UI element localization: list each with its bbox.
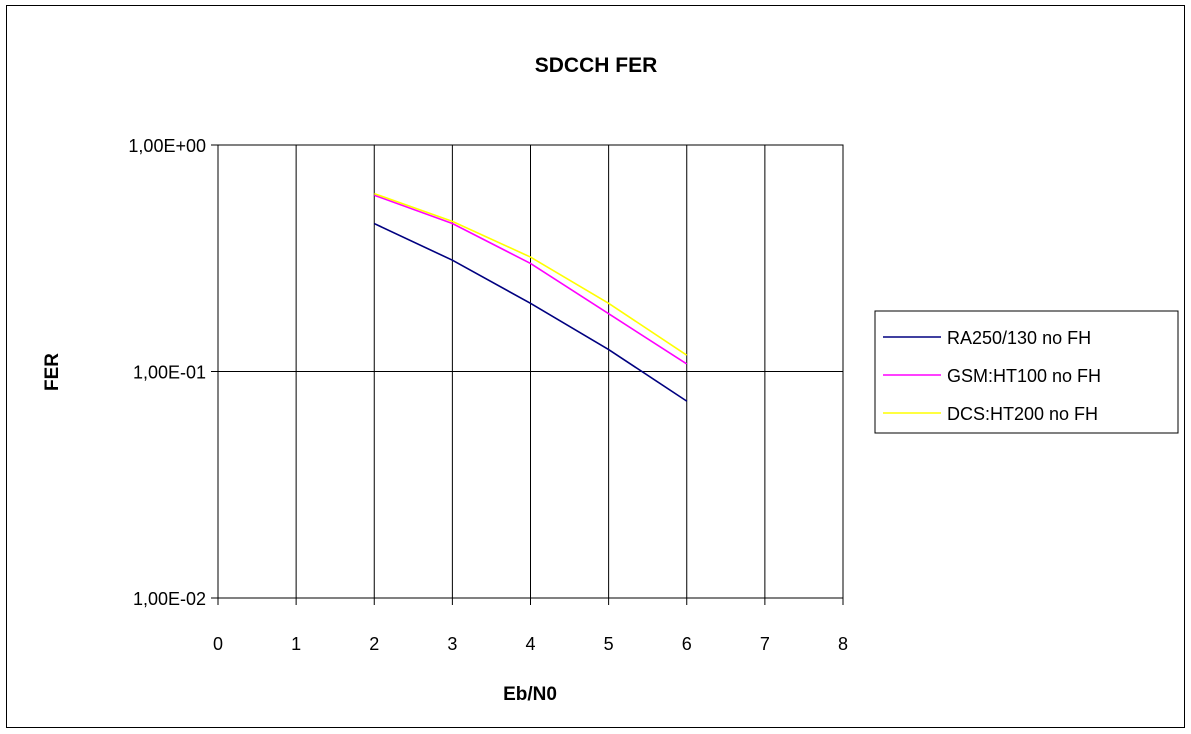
series-line-1: [373, 194, 688, 365]
x-tick-label: 6: [682, 634, 692, 654]
grid-layer: [211, 144, 844, 605]
y-tick-label: 1,00E-02: [133, 589, 206, 609]
y-axis-title: FER: [42, 353, 63, 391]
legend-label: DCS:HT200 no FH: [947, 404, 1098, 424]
y-tick-label: 1,00E-01: [133, 363, 206, 383]
legend-label: RA250/130 no FH: [947, 328, 1091, 348]
x-tick-label: 3: [447, 634, 457, 654]
chart-frame: [6, 5, 1185, 728]
x-tick-label: 1: [291, 634, 301, 654]
chart-title: SDCCH FER: [535, 54, 658, 77]
series-layer: [373, 192, 688, 402]
x-tick-label: 8: [838, 634, 848, 654]
x-tick-label: 7: [760, 634, 770, 654]
y-tick-label: 1,00E+00: [128, 136, 206, 156]
x-tick-label: 0: [213, 634, 223, 654]
series-line-2: [373, 192, 688, 356]
x-tick-label: 2: [369, 634, 379, 654]
tick-layer: 0 1 2 3 4 5 6 7 8 1,00E+00 1,00E-01 1,00E-02: [128, 136, 848, 654]
legend-label: GSM:HT100 no FH: [947, 366, 1101, 386]
legend: RA250/130 no FH GSM:HT100 no FH DCS:HT200 …: [874, 310, 1179, 434]
x-tick-label: 5: [604, 634, 614, 654]
x-axis-title: Eb/N0: [503, 684, 557, 705]
series-line-0: [373, 222, 688, 402]
x-tick-label: 4: [525, 634, 535, 654]
